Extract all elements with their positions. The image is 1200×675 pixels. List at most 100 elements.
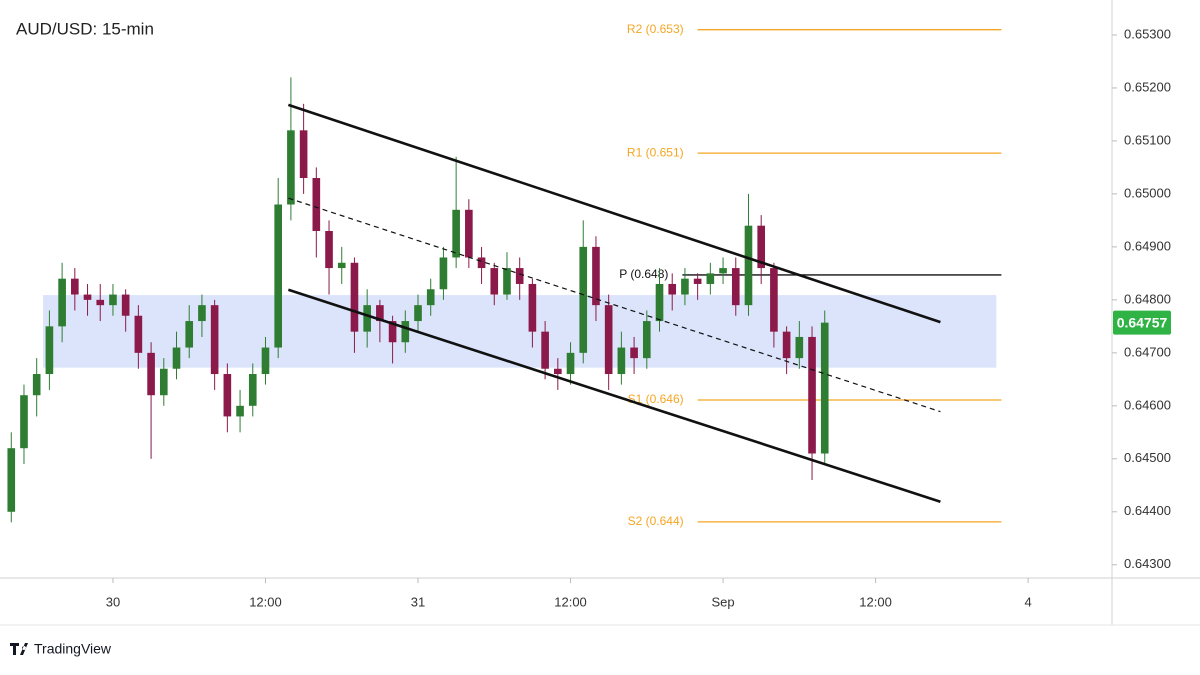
channel-line	[287, 103, 941, 324]
candle-body	[350, 262, 359, 332]
candle-body	[706, 273, 715, 284]
y-tick-label: 0.65100	[1124, 132, 1171, 147]
brand-logo: TradingView	[10, 641, 112, 657]
candle-body	[287, 130, 295, 205]
y-tick-label: 0.64800	[1124, 291, 1171, 306]
y-tick-label: 0.65300	[1124, 26, 1171, 41]
candle-body	[719, 268, 727, 274]
last-price-tag	[1113, 310, 1171, 335]
x-tick-label: 4	[1024, 594, 1031, 609]
candle-body	[376, 305, 384, 322]
candle-body	[248, 374, 257, 406]
x-tick-label: 12:00	[554, 594, 587, 609]
candle-body	[134, 315, 143, 353]
candle-body	[426, 289, 435, 306]
pivot-label: R1 (0.651)	[627, 145, 684, 159]
candle-body	[388, 321, 397, 343]
candle-body	[782, 331, 791, 359]
candle-body	[477, 257, 486, 269]
candle-body	[668, 283, 677, 295]
candle-body	[401, 321, 410, 343]
candle-body	[452, 209, 460, 258]
logo-icon	[10, 643, 28, 655]
channel-line	[287, 288, 941, 503]
pivot-label: P (0.648)	[619, 267, 668, 281]
candle-body	[299, 130, 308, 179]
x-tick-label: Sep	[711, 594, 734, 609]
x-tick-label: 31	[411, 594, 425, 609]
candle-body	[693, 278, 702, 284]
candle-body	[503, 268, 511, 295]
candle-body	[566, 352, 575, 375]
y-tick-label: 0.65200	[1124, 79, 1171, 94]
candle-body	[96, 299, 105, 306]
candle-body	[32, 374, 41, 396]
candle-body	[20, 395, 28, 449]
candle-body	[808, 336, 816, 454]
candle-body	[604, 305, 613, 375]
y-tick-label: 0.64900	[1124, 238, 1171, 253]
pivot-label: S1 (0.646)	[628, 392, 684, 406]
x-tick-label: 12:00	[859, 594, 892, 609]
candle-body	[172, 347, 181, 369]
candle-body	[528, 283, 537, 332]
candle-body	[681, 278, 689, 295]
candle-body	[147, 352, 155, 396]
candle-body	[274, 204, 283, 348]
candle-body	[71, 278, 79, 295]
candle-body	[312, 178, 321, 231]
candle-body	[630, 347, 638, 359]
candle-body	[198, 305, 206, 322]
candle-body	[83, 294, 92, 300]
last-price-label: 0.64757	[1117, 314, 1168, 330]
y-tick-label: 0.64400	[1124, 503, 1171, 518]
candle-body	[757, 225, 766, 269]
candle-body	[770, 268, 778, 332]
candle-body	[363, 305, 371, 332]
candle-body	[592, 246, 600, 306]
candle-body	[159, 368, 168, 396]
candle-body	[223, 374, 232, 417]
y-tick-label: 0.64300	[1124, 556, 1171, 571]
candle-body	[465, 209, 473, 258]
candle-body	[554, 368, 562, 375]
candle-body	[7, 448, 16, 512]
y-tick-label: 0.64700	[1124, 344, 1171, 359]
candle-body	[579, 246, 588, 353]
candle-body	[337, 262, 346, 269]
pivot-label: R2 (0.653)	[627, 22, 684, 36]
candle-body	[795, 336, 804, 359]
candle-body	[45, 326, 54, 375]
candle-body	[121, 294, 130, 316]
candle-body	[58, 278, 66, 327]
candle-body	[617, 347, 626, 375]
candle-body	[541, 331, 549, 369]
x-tick-label: 12:00	[249, 594, 282, 609]
candle-body	[642, 321, 651, 359]
y-tick-label: 0.64600	[1124, 397, 1171, 412]
x-tick-label: 30	[106, 594, 120, 609]
candle-body	[744, 225, 753, 306]
pivot-label: S2 (0.644)	[628, 514, 684, 528]
candle-body	[414, 305, 422, 322]
channel-line	[288, 197, 941, 413]
plot-area: R2 (0.653) R1 (0.651) P (0.648) S1 (0.646) S…	[7, 22, 1002, 528]
candle-body	[261, 347, 270, 375]
brand-name: TradingView	[34, 641, 112, 657]
candle-body	[439, 257, 448, 290]
candle-body	[210, 305, 219, 375]
candle-body	[655, 283, 664, 322]
candle-body	[325, 230, 333, 269]
candle-body	[820, 322, 829, 454]
candle-body	[490, 268, 499, 295]
candle-body	[515, 268, 524, 284]
candle-body	[109, 294, 117, 306]
candle-body	[731, 268, 740, 306]
candle-body	[185, 321, 194, 348]
chart-title: AUD/USD: 15-min	[16, 19, 154, 38]
y-tick-label: 0.64500	[1124, 450, 1171, 465]
y-tick-label: 0.65000	[1124, 185, 1171, 200]
candle-body	[236, 405, 244, 417]
